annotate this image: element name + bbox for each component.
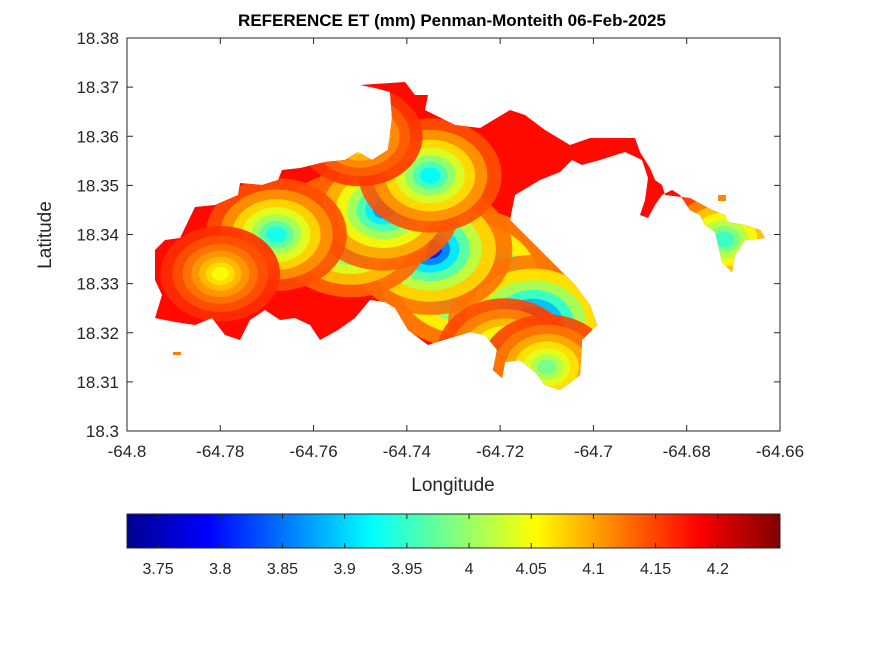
y-axis: 18.3 18.31 18.32 18.33 18.34 18.35 18.36 18.37 1… [76,29,780,441]
colorbar: 3.75 3.8 3.85 3.9 3.95 4 4.05 4.1 4.15 4.2 [126,513,781,578]
colorbar-tick-label: 3.85 [267,561,298,578]
x-tick-label: -64.78 [196,442,244,461]
et-contour-band [420,167,441,184]
x-axis: -64.8 -64.78 -64.76 -64.74 -64.72 -64.7 -64.68… [108,38,804,461]
colorbar-tick-label: 4.15 [640,561,671,578]
et-contour-band [211,267,229,281]
y-axis-label: Latitude [35,201,56,269]
x-axis-label: Longitude [411,475,494,496]
x-tick-label: -64.68 [663,442,711,461]
colorbar-tick-label: 3.8 [209,561,231,578]
y-tick-label: 18.31 [76,373,119,392]
et-contour-band [537,359,557,375]
colorbar-tick-label: 3.75 [143,561,174,578]
colorbar-tick-label: 3.9 [334,561,356,578]
colorbar-tick-label: 4 [465,561,474,578]
y-tick-label: 18.38 [76,29,119,48]
x-tick-label: -64.8 [108,442,147,461]
islet [718,195,726,201]
island-detail-islets [173,195,726,355]
y-tick-label: 18.34 [76,226,119,245]
colorbar-gradient [126,513,781,549]
et-contour-band [266,226,287,243]
y-tick-label: 18.3 [86,422,119,441]
y-tick-label: 18.33 [76,275,119,294]
colorbar-tick-label: 3.95 [391,561,422,578]
chart-title: REFERENCE ET (mm) Penman-Monteith 06-Feb… [238,11,666,30]
islet [173,352,181,355]
et-contour-band [714,231,734,248]
x-tick-label: -64.76 [289,442,337,461]
y-tick-label: 18.36 [76,127,119,146]
colorbar-ticks: 3.75 3.8 3.85 3.9 3.95 4 4.05 4.1 4.15 4.2 [143,514,729,578]
colorbar-tick-label: 4.05 [516,561,547,578]
x-tick-label: -64.74 [383,442,431,461]
y-tick-label: 18.35 [76,176,119,195]
colorbar-tick-label: 4.1 [582,561,604,578]
x-tick-label: -64.66 [756,442,804,461]
y-tick-label: 18.37 [76,78,119,97]
y-tick-label: 18.32 [76,324,119,343]
x-tick-label: -64.72 [476,442,524,461]
x-tick-label: -64.7 [574,442,613,461]
colorbar-tick-label: 4.2 [707,561,729,578]
